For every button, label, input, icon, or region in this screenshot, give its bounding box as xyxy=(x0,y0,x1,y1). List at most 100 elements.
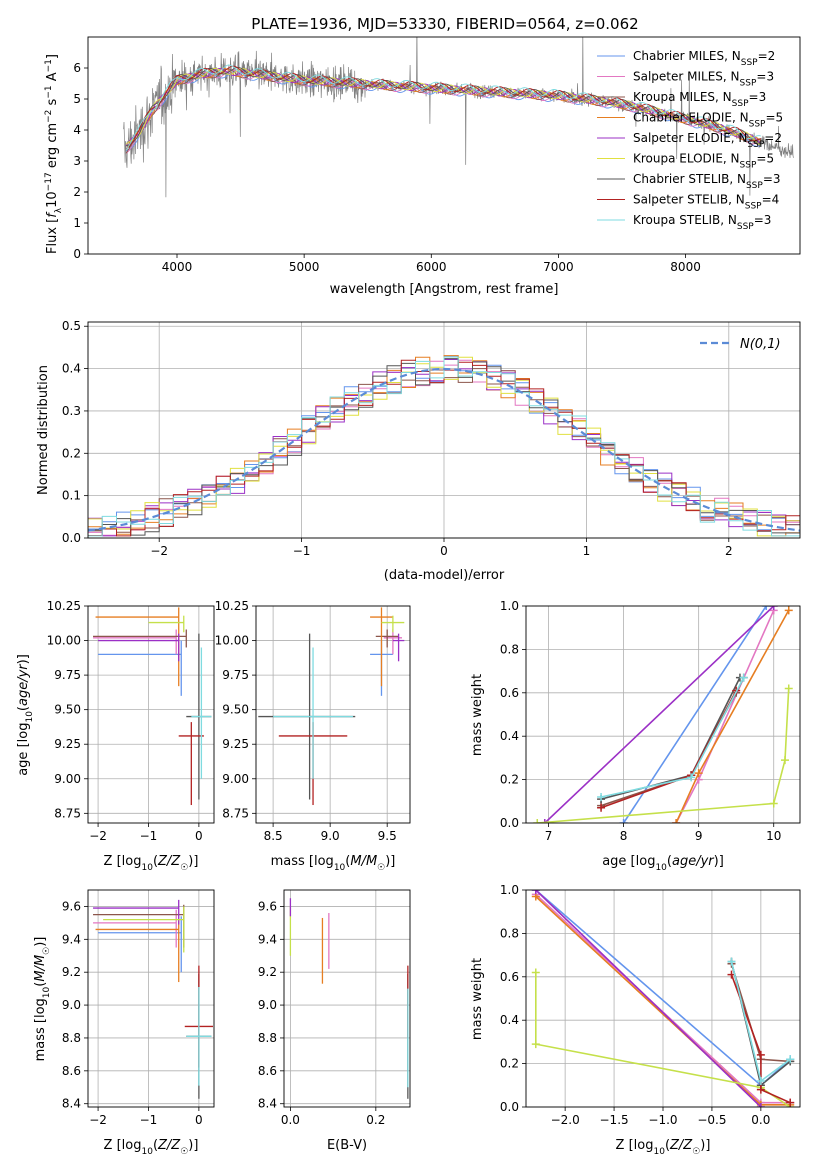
y-tick-label: 9.2 xyxy=(258,965,277,979)
legend-label: Kroupa STELIB, NSSP=3 xyxy=(633,213,771,232)
x-tick-label: −1 xyxy=(140,829,158,843)
plot-area xyxy=(258,607,405,806)
label-part: Kroupa MILES, N xyxy=(633,90,732,104)
point-marker xyxy=(784,606,793,615)
label-part: SSP xyxy=(747,140,764,150)
x-tick-label: 8000 xyxy=(670,260,701,274)
x-tick-label: 5000 xyxy=(289,260,320,274)
label-part: age/yr xyxy=(672,854,715,869)
point-marker xyxy=(597,803,606,812)
y-tick-label: 1 xyxy=(73,216,81,230)
label-part: Z [log xyxy=(616,1138,654,1153)
point-marker xyxy=(533,819,542,823)
label-part: Chabrier MILES, N xyxy=(633,49,741,63)
y-tick-label: 0.5 xyxy=(62,319,81,333)
x-tick-label: 9 xyxy=(695,829,703,843)
y-tick-label: 0.2 xyxy=(62,446,81,460)
label-part: )] xyxy=(700,1138,710,1153)
label-part: 10 xyxy=(25,711,35,723)
x-tick-label: 0.0 xyxy=(751,1113,770,1127)
y-tick-label: 0.1 xyxy=(62,489,81,503)
panel-age_vs_Z: −2 −1 0 8.75 9.00 9.25 9.50 9.75 10.00 10.25 Z [lo… xyxy=(16,599,215,873)
x-axis-label: age [log10(age/yr)] xyxy=(602,854,724,873)
weight-line xyxy=(600,690,737,809)
x-tick-label: 9.0 xyxy=(321,829,340,843)
point-marker xyxy=(739,673,748,682)
label-part: ( xyxy=(153,854,158,869)
y-tick-label: 10.25 xyxy=(47,599,81,613)
label-part: M/M xyxy=(350,854,377,869)
label-part: 10 xyxy=(655,863,667,873)
legend-label: Salpeter ELODIE, NSSP=2 xyxy=(633,131,782,150)
point-marker xyxy=(672,819,681,823)
x-tick-label: 0 xyxy=(195,1113,203,1127)
y-tick-label: 9.2 xyxy=(62,965,81,979)
x-tick-label: −1.0 xyxy=(648,1113,677,1127)
label-part: Kroupa ELODIE, N xyxy=(633,152,740,166)
y-tick-label: 9.50 xyxy=(54,703,81,717)
weight-line xyxy=(535,890,762,1107)
y-tick-label: 0.4 xyxy=(500,729,519,743)
x-tick-label: −0.5 xyxy=(697,1113,726,1127)
y-tick-label: 0.0 xyxy=(500,816,519,830)
label-part: =3 xyxy=(749,90,767,104)
normal-curve xyxy=(88,367,800,532)
y-tick-label: 9.6 xyxy=(62,899,81,913)
label-part: SSP xyxy=(737,222,754,232)
y-tick-label: 0.2 xyxy=(500,1057,519,1071)
y-tick-label: 0.4 xyxy=(62,362,81,376)
label-part: −1 xyxy=(44,85,54,98)
point-marker xyxy=(694,769,703,778)
y-tick-label: 0.3 xyxy=(62,404,81,418)
axes-frame xyxy=(525,889,801,1108)
panel-weight_vs_Z: −2.0 −1.5 −1.0 −0.5 0.0 0.0 0.2 0.4 0.6 0.8 1.0 Z [… xyxy=(470,883,801,1157)
panel-spectrum: 4000 5000 6000 7000 8000 0 1 2 3 4 5 6 wavelength [A… xyxy=(44,36,801,297)
y-tick-label: 8.8 xyxy=(62,1031,81,1045)
point-marker xyxy=(769,799,778,808)
label-part: age [log xyxy=(16,723,31,776)
weight-line xyxy=(600,677,741,800)
weight-line xyxy=(600,677,745,807)
x-tick-label: 0.2 xyxy=(366,1113,385,1127)
weight-line xyxy=(544,606,775,823)
legend-label: Salpeter STELIB, NSSP=4 xyxy=(633,193,779,212)
label-part: 10 xyxy=(45,191,60,208)
label-part: ☉ xyxy=(180,863,188,873)
panel-age_vs_mass: 8.5 9.0 9.5 8.75 9.00 9.25 9.50 9.75 10.00 10.25 m… xyxy=(215,599,411,873)
y-tick-label: 1.0 xyxy=(500,883,519,897)
y-tick-label: 8.4 xyxy=(258,1097,277,1111)
y-tick-label: 9.25 xyxy=(222,737,249,751)
label-part: =3 xyxy=(756,70,774,84)
label-part: Chabrier STELIB, N xyxy=(633,172,746,186)
label-part: SSP xyxy=(740,161,757,171)
point-marker xyxy=(786,1055,795,1064)
y-axis-label: mass weight xyxy=(470,674,485,756)
x-tick-label: 1 xyxy=(583,544,591,558)
legend-label: Salpeter MILES, NSSP=3 xyxy=(633,70,774,89)
point-marker xyxy=(762,606,771,610)
label-part: =5 xyxy=(756,152,774,166)
point-marker xyxy=(531,1040,540,1049)
label-part: s xyxy=(45,98,60,109)
point-marker xyxy=(769,606,778,610)
label-part: Z [log xyxy=(104,1138,142,1153)
label-part: SSP xyxy=(741,58,758,68)
plot-area xyxy=(531,890,795,1107)
y-tick-label: 4 xyxy=(73,123,81,137)
weight-line xyxy=(537,688,790,823)
y-tick-label: 9.0 xyxy=(258,998,277,1012)
label-part: =5 xyxy=(765,111,783,125)
label-part: erg cm xyxy=(45,123,60,172)
point-marker xyxy=(756,1103,765,1107)
x-axis-label: mass [log10(M/M☉)] xyxy=(271,854,396,873)
y-tick-label: 8.75 xyxy=(54,806,81,820)
label-part: Salpeter STELIB, N xyxy=(633,193,745,207)
label-part: ( xyxy=(153,1138,158,1153)
point-marker xyxy=(597,792,606,801)
y-tick-label: 0.0 xyxy=(500,1100,519,1114)
y-tick-label: 9.00 xyxy=(222,772,249,786)
label-part: 10 xyxy=(141,863,153,873)
x-tick-label: −2 xyxy=(89,829,107,843)
